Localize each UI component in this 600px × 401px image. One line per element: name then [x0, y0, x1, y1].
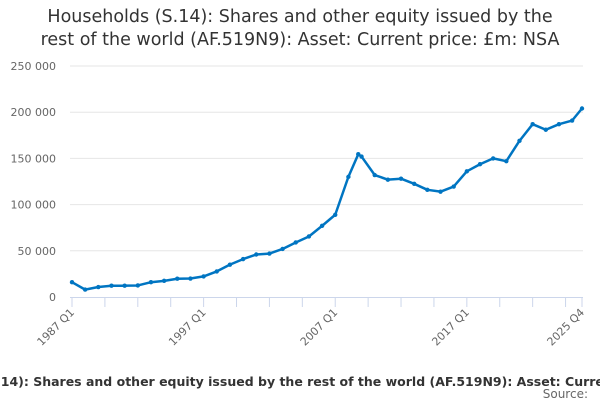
data-point [425, 187, 430, 193]
data-point [579, 106, 585, 111]
x-tick-label: 2025 Q4 [545, 306, 588, 349]
data-point [504, 158, 509, 164]
series-line [71, 107, 583, 291]
data-point [240, 256, 246, 262]
data-point [359, 154, 364, 159]
data-point [543, 127, 549, 132]
data-point [161, 278, 167, 284]
data-point [477, 162, 483, 167]
data-point [188, 276, 193, 281]
data-point [385, 177, 391, 182]
data-point [227, 262, 233, 267]
data-point [69, 280, 75, 285]
data-point [135, 283, 141, 288]
chart-title: Households (S.14): Shares and other equi… [0, 6, 600, 52]
data-point [356, 152, 361, 157]
chart-title-line-2: rest of the world (AF.519N9): Asset: Cur… [40, 30, 560, 50]
data-point [517, 138, 522, 144]
data-point [280, 246, 285, 252]
data-point [148, 280, 154, 285]
y-tick-label: 0 [49, 291, 56, 304]
data-point [333, 212, 338, 217]
chart-title-line-1: Households (S.14): Shares and other equi… [47, 7, 553, 27]
data-point [96, 284, 101, 290]
data-point [398, 176, 404, 181]
data-point [556, 122, 562, 127]
data-point [569, 118, 575, 123]
x-tick-label: 1987 Q1 [35, 306, 78, 349]
data-point [490, 156, 496, 161]
data-point [306, 234, 312, 239]
y-tick-label: 250 000 [11, 60, 57, 73]
data-point [346, 174, 351, 180]
y-tick-label: 200 000 [11, 106, 57, 119]
y-tick-label: 100 000 [11, 199, 57, 212]
data-point [451, 184, 456, 189]
data-point [464, 169, 470, 174]
data-point [109, 283, 114, 288]
data-point [411, 181, 417, 187]
x-tick-label: 1997 Q1 [166, 306, 209, 349]
data-point [530, 122, 535, 127]
data-point [438, 189, 443, 194]
data-point [175, 276, 180, 281]
y-tick-label: 150 000 [11, 152, 57, 165]
data-point [254, 252, 259, 257]
data-point [82, 287, 88, 292]
data-point [319, 223, 325, 229]
y-tick-label: 50 000 [18, 245, 57, 258]
data-point [214, 269, 219, 274]
data-point [267, 251, 272, 256]
data-point [201, 274, 206, 279]
data-point [293, 240, 298, 245]
data-point [122, 283, 127, 288]
x-tick-label: 2007 Q1 [298, 306, 341, 349]
data-point [372, 172, 377, 178]
source-label: Source: [542, 387, 588, 401]
series-caption: .14): Shares and other equity issued by … [0, 374, 600, 389]
x-tick-label: 2017 Q1 [429, 306, 472, 349]
